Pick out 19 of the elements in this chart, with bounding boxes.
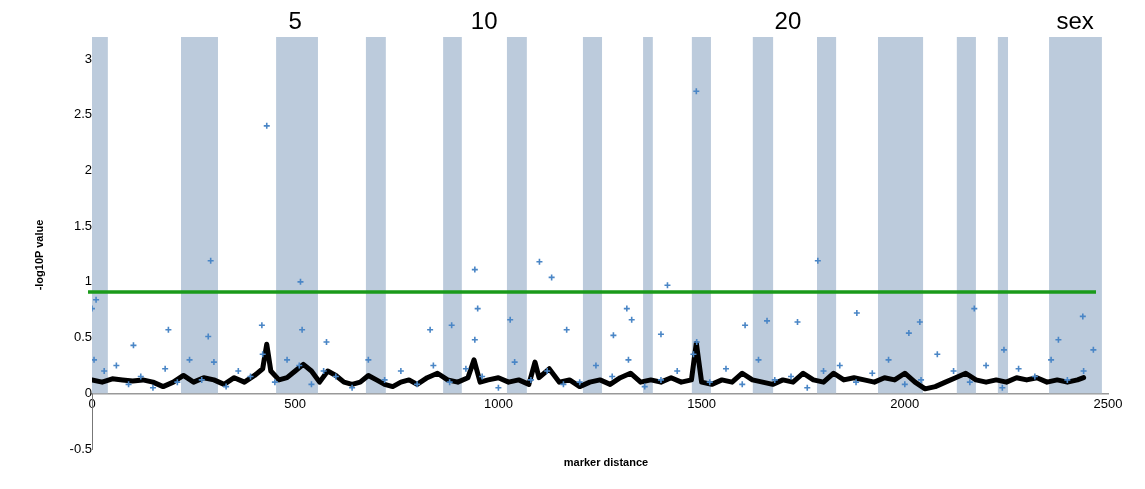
x-axis-title: marker distance xyxy=(563,456,649,469)
x-tick-label: 500 xyxy=(284,395,307,411)
text: sex xyxy=(1056,6,1094,34)
y-tick-label: 3 xyxy=(84,50,92,66)
text: 20 xyxy=(774,6,802,34)
y-axis-title: -log10P value xyxy=(33,219,46,291)
x-tick-label: 1000 xyxy=(483,395,513,411)
text: 5 xyxy=(288,6,302,34)
x-tick-label: 1500 xyxy=(687,395,717,411)
y-tick-label: 2.5 xyxy=(73,106,92,122)
y-tick-label: 0 xyxy=(84,384,92,400)
y-tick-label: 1 xyxy=(84,273,92,289)
x-tick-label: 2500 xyxy=(1093,395,1123,411)
text: 10 xyxy=(470,6,498,34)
y-tick-label: -0.5 xyxy=(69,440,92,456)
x-tick-label: 2000 xyxy=(890,395,920,411)
y-tick-label: 0.5 xyxy=(73,329,92,345)
y-tick-label: 2 xyxy=(84,162,92,178)
y-tick-label: 1.5 xyxy=(73,217,92,233)
